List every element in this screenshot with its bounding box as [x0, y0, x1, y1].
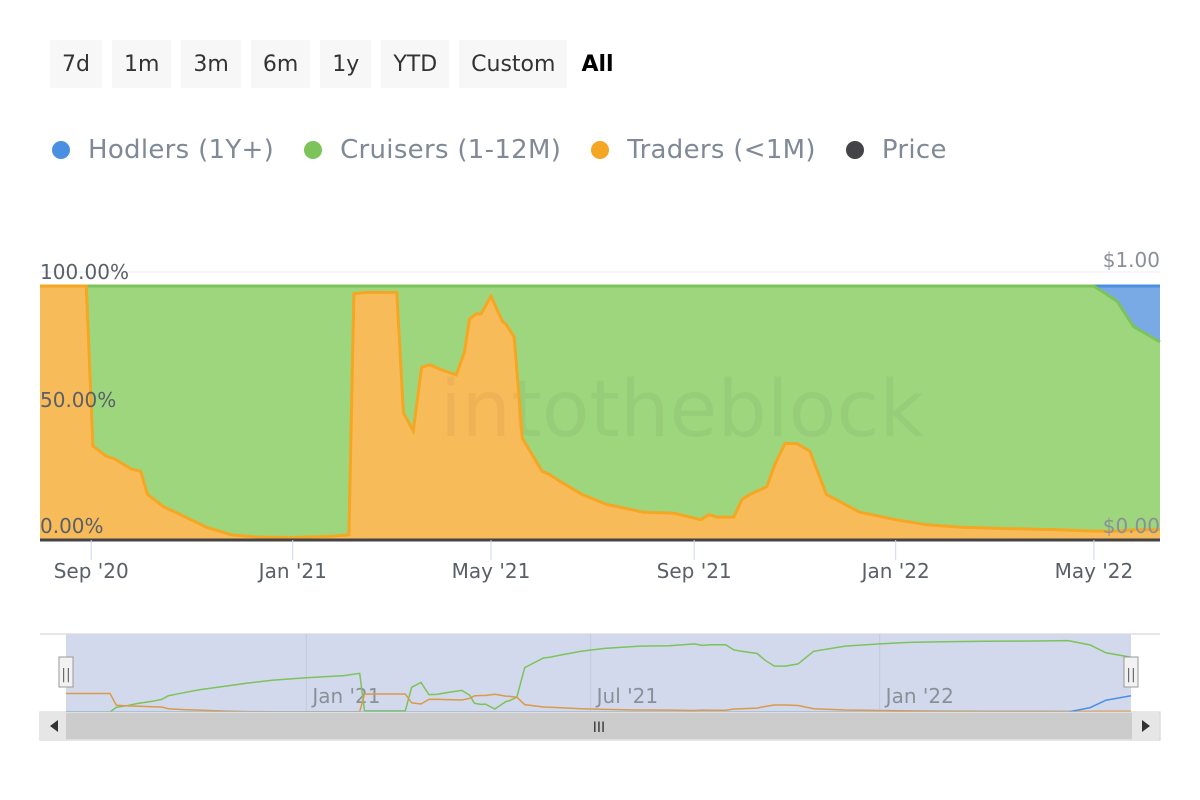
y-tick-label: 0.00% [40, 514, 104, 538]
handle-grip-icon: || [1126, 667, 1135, 683]
legend-label-traders: Traders (<1M) [627, 135, 816, 165]
scrollbar-grip-icon: III [593, 720, 605, 736]
scroll-right-button[interactable] [1132, 712, 1159, 740]
range-custom-button[interactable]: Custom [459, 40, 568, 88]
area-traders [40, 286, 1160, 540]
navigator[interactable]: Jan '21 Jul '21 Jan '22 || || III [39, 633, 1161, 741]
navigator-label: Jan '22 [884, 684, 954, 708]
x-tick-label: Jan '22 [860, 559, 930, 583]
range-6m-button[interactable]: 6m [250, 40, 311, 88]
legend-dot-price [845, 141, 864, 159]
navigator-line-traders [66, 692, 1131, 713]
range-all-button[interactable]: All [577, 40, 617, 88]
range-1m-button[interactable]: 1m [111, 40, 172, 88]
legend-item-cruisers[interactable]: Cruisers (1-12M) [304, 135, 561, 165]
handle-grip-icon: || [61, 667, 70, 683]
y-tick-label: 50.00% [40, 388, 116, 412]
watermark-text: intotheblock [440, 365, 924, 455]
legend-label-hodlers: Hodlers (1Y+) [88, 135, 275, 165]
navigator-left-handle[interactable]: || [58, 656, 74, 688]
legend-label-price: Price [881, 135, 947, 165]
y-right-tick-label: $0.00 [1103, 514, 1160, 538]
legend-dot-cruisers [304, 141, 323, 159]
y-right-tick-label: $1.00 [1103, 248, 1160, 272]
range-selector: 7d 1m 3m 6m 1y YTD Custom All [50, 40, 618, 88]
x-tick-label: Sep '21 [657, 559, 732, 583]
navigator-label: Jul '21 [595, 684, 658, 708]
navigator-line-cruisers [66, 639, 1132, 713]
axis-layer: 0.00% 50.00% 100.00% $0.00 $1.00 Sep '20 Jan '… [40, 248, 1160, 583]
range-1y-button[interactable]: 1y [320, 40, 372, 88]
range-3m-button[interactable]: 3m [181, 40, 241, 88]
x-tick-label: May '21 [452, 559, 531, 583]
legend-item-traders[interactable]: Traders (<1M) [591, 135, 816, 165]
legend-item-hodlers[interactable]: Hodlers (1Y+) [52, 135, 274, 165]
navigator-selection [66, 634, 1131, 712]
range-7d-button[interactable]: 7d [50, 40, 102, 88]
line-cruisers [40, 284, 1161, 344]
y-tick-label: 100.00% [40, 260, 129, 284]
legend-item-price[interactable]: Price [845, 135, 947, 165]
legend-dot-traders [591, 141, 610, 159]
handle-body[interactable] [58, 656, 74, 688]
scrollbar-thumb[interactable] [66, 713, 1132, 739]
handle-body[interactable] [1123, 656, 1139, 688]
arrow-right-icon [1142, 720, 1150, 732]
x-tick-label: May '22 [1055, 559, 1134, 583]
x-tick-label: Jan '21 [257, 559, 327, 583]
x-tick-label: Sep '20 [54, 559, 129, 583]
navigator-right-handle[interactable]: || [1123, 656, 1139, 688]
line-traders [40, 284, 1160, 540]
area-cruisers [40, 286, 1160, 538]
arrow-left-icon [50, 720, 58, 732]
scroll-left-button[interactable] [40, 712, 66, 740]
range-ytd-button[interactable]: YTD [381, 40, 450, 88]
legend-label-cruisers: Cruisers (1-12M) [340, 135, 562, 165]
plot-area: intotheblock [40, 271, 1161, 542]
navigator-label: Jan '21 [310, 684, 380, 708]
legend-dot-hodlers [52, 141, 70, 159]
chart-legend: Hodlers (1Y+) Cruisers (1-12M) Traders (… [52, 130, 977, 170]
